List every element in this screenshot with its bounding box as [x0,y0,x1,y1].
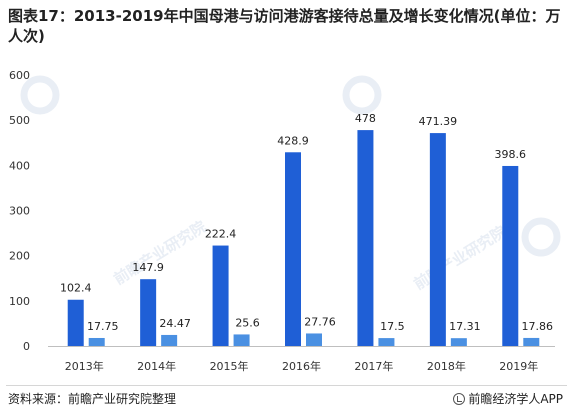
bar-series-2 [450,338,467,346]
data-label-series-1: 222.4 [205,228,237,241]
footer-divider [6,385,567,386]
data-label-series-2: 24.47 [159,317,191,330]
bar-series-1 [212,245,229,346]
x-tick-label: 2017年 [354,359,393,373]
brand-credit: 前瞻经济学人APP [453,390,563,407]
data-label-series-1: 398.6 [495,148,527,161]
x-tick-label: 2013年 [65,359,104,373]
x-tick-label: 2015年 [210,359,249,373]
data-label-series-2: 27.76 [304,315,336,328]
data-label-series-2: 17.5 [380,320,405,333]
watermark-right [521,217,561,257]
y-tick-label: 600 [9,69,30,82]
y-axis: 0 100 200 300 400 500 600 [9,69,30,353]
data-labels: 102.4 17.75 147.9 24.47 222.4 25.6 428.9 27.76 4… [60,112,553,333]
data-label-series-2: 17.31 [449,320,481,333]
y-tick-label: 200 [9,250,30,263]
bar-series-1 [357,130,374,346]
data-label-series-2: 17.86 [522,320,554,333]
x-tick-label: 2018年 [427,359,466,373]
bar-chart: 前瞻产业研究院 前瞻产业研究院 0 100 200 300 400 500 600 2013… [9,69,561,373]
y-tick-label: 300 [9,205,30,218]
bar-series-1 [285,152,301,346]
x-tick-label: 2016年 [282,359,321,373]
bar-series-2 [88,337,105,346]
bar-series-1 [429,133,446,346]
data-label-series-1: 147.9 [132,261,164,274]
data-label-series-1: 102.4 [60,282,92,295]
bar-series-2 [378,338,395,346]
bar-series-1 [67,299,84,346]
bars [67,130,540,346]
data-label-series-1: 471.39 [419,115,458,128]
watermark-logo-icon [20,75,60,115]
data-label-series-2: 25.6 [235,316,260,329]
watermark-logo-icon [342,75,382,115]
bar-series-1 [502,165,519,346]
data-label-series-2: 17.75 [87,320,119,333]
x-axis: 2013年 2014年 2015年 2016年 2017年 2018年 2019年 [48,346,555,373]
y-tick-label: 400 [9,159,30,172]
x-tick-label: 2019年 [499,359,538,373]
bar-series-2 [233,334,250,346]
bar-series-2 [306,333,322,346]
watermark-text: 前瞻产业研究院 [411,222,510,293]
watermark-left: 前瞻产业研究院 [20,75,210,288]
x-tick-label: 2014年 [137,359,176,373]
bar-series-1 [140,279,157,346]
y-tick-label: 0 [23,340,30,353]
watermark-logo-icon [521,217,561,257]
y-tick-label: 100 [9,295,30,308]
bar-series-2 [523,337,540,346]
data-label-series-1: 478 [355,112,376,125]
source-note: 资料来源：前瞻产业研究院整理 [8,392,177,406]
y-tick-label: 500 [9,114,30,127]
data-label-series-1: 428.9 [277,134,309,147]
brand-logo-icon [453,392,466,405]
brand-name: 前瞻经济学人APP [468,392,563,406]
watermark-text: 前瞻产业研究院 [111,217,210,288]
bar-series-2 [161,334,178,346]
chart-title: 图表17：2013-2019年中国母港与访问港游客接待总量及增长变化情况(单位：… [8,7,561,45]
